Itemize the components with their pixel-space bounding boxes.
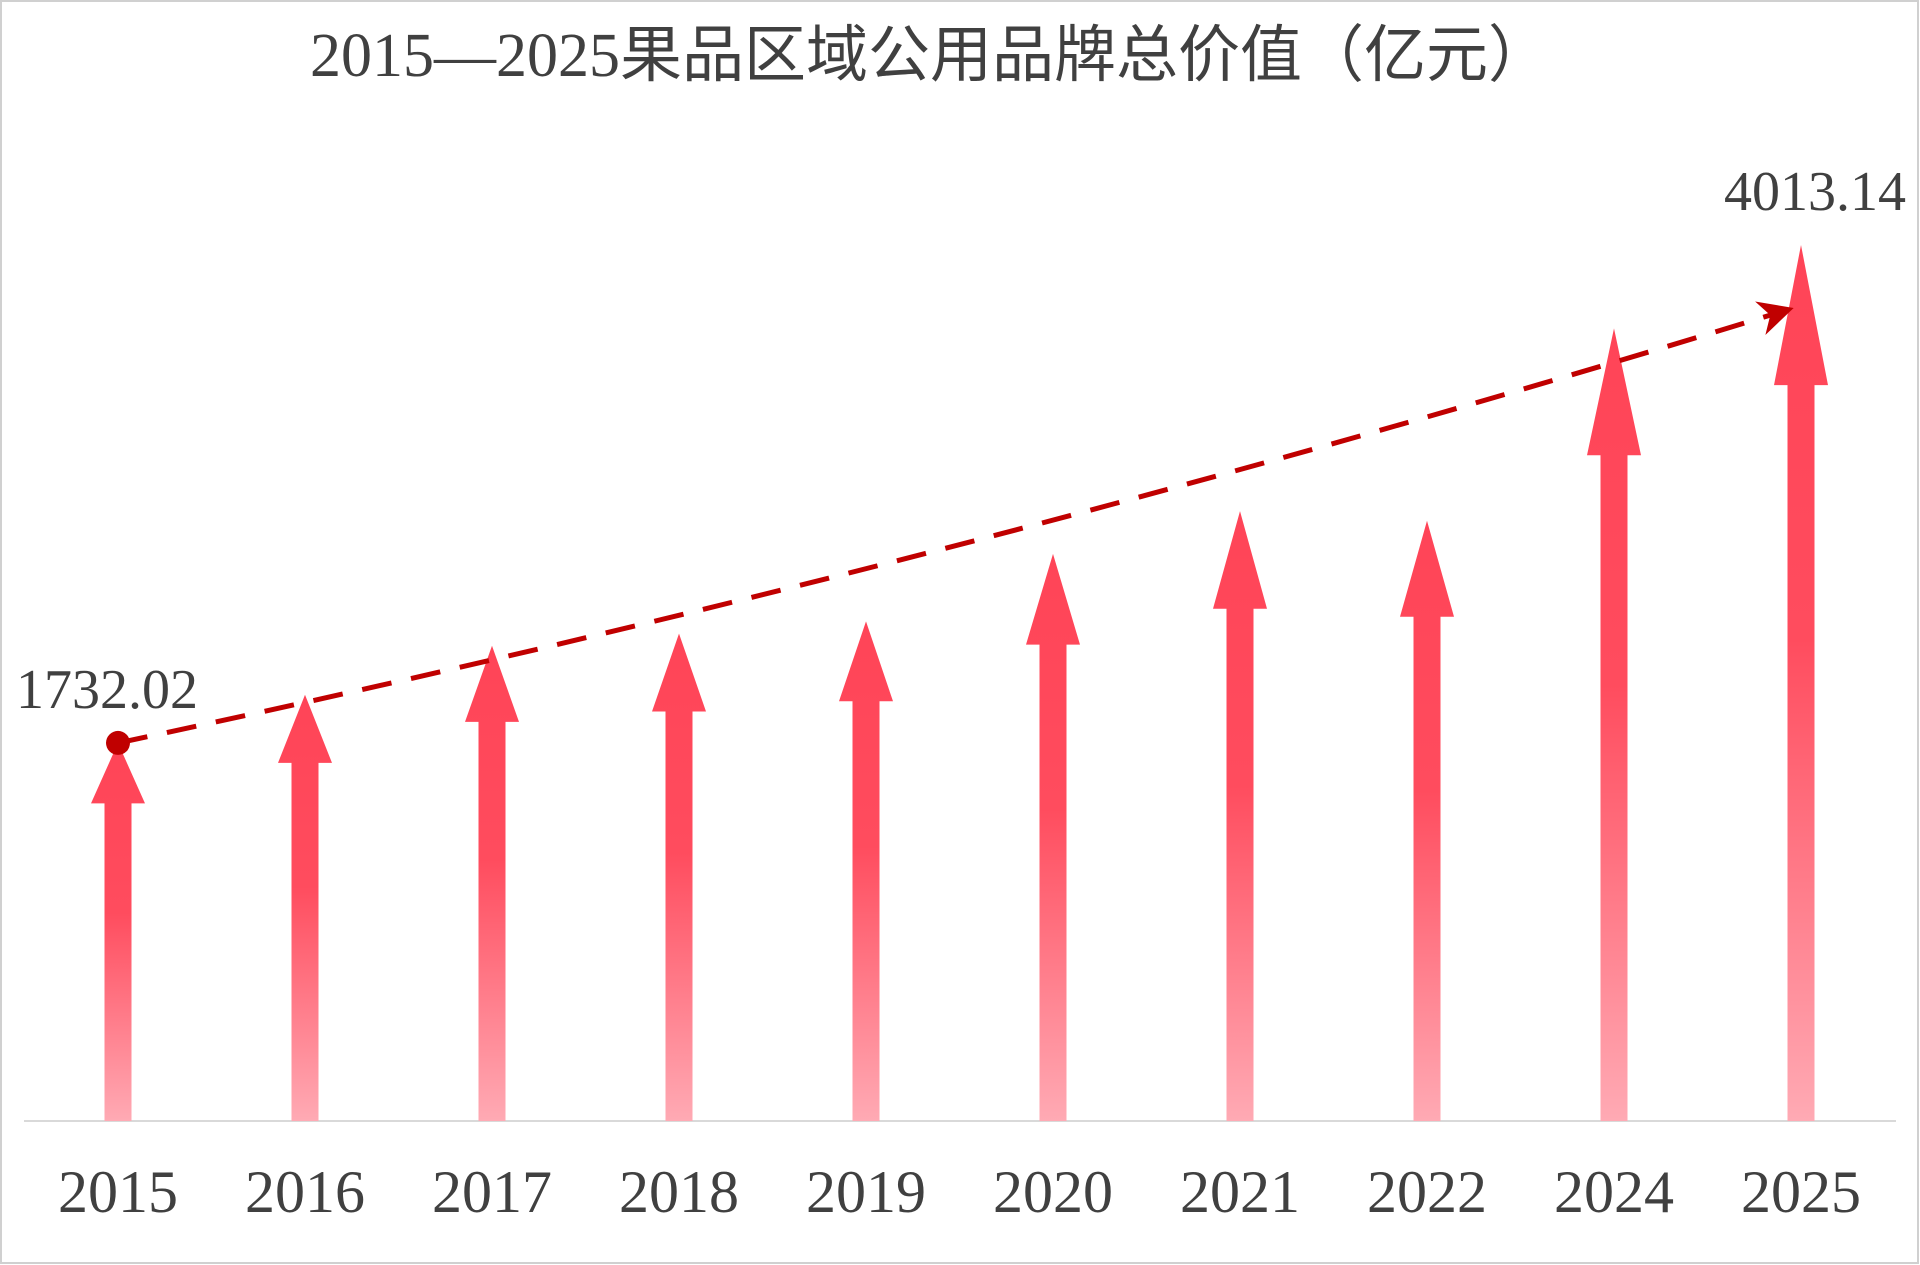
arrow-bar <box>652 633 706 1121</box>
x-tick-label: 2016 <box>245 1159 365 1225</box>
x-tick-label: 2025 <box>1741 1159 1861 1225</box>
x-tick-label: 2021 <box>1180 1159 1300 1225</box>
x-tick-label: 2022 <box>1367 1159 1487 1225</box>
arrow-bar <box>1587 328 1641 1121</box>
x-tick-label: 2015 <box>58 1159 178 1225</box>
x-tick-label: 2020 <box>993 1159 1113 1225</box>
value-label: 4013.14 <box>1724 161 1906 223</box>
arrow-bar <box>91 742 145 1121</box>
value-label: 1732.02 <box>16 659 198 721</box>
chart-title: 2015—2025果品区域公用品牌总价值（亿元） <box>310 22 1550 90</box>
x-tick-label: 2024 <box>1554 1159 1674 1225</box>
x-tick-label: 2019 <box>806 1159 926 1225</box>
arrow-bar <box>839 621 893 1121</box>
x-tick-label: 2018 <box>619 1159 739 1225</box>
trend-start-dot <box>106 730 130 755</box>
arrow-bar <box>1026 553 1080 1121</box>
arrow-bar <box>278 694 332 1121</box>
arrow-bar <box>1213 511 1267 1122</box>
arrow-bar <box>1774 245 1828 1121</box>
x-tick-label: 2017 <box>432 1159 552 1225</box>
trend-arrow <box>117 301 1794 746</box>
arrow-bar <box>465 645 519 1121</box>
arrow-bar <box>1400 520 1454 1121</box>
